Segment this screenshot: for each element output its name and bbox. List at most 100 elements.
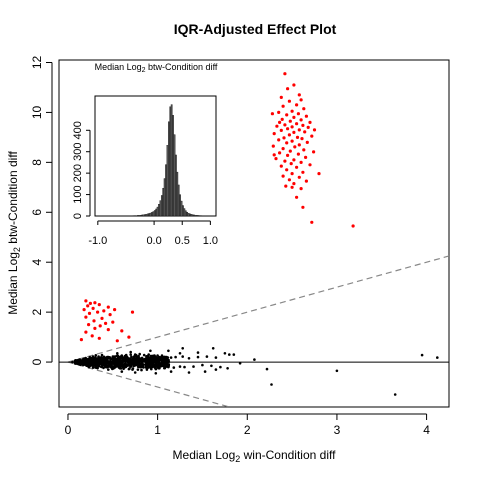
histogram-bar [165, 164, 167, 217]
histogram-bar [183, 208, 186, 217]
scatter-point-s0-62 [290, 172, 294, 176]
scatter-point-dense [154, 366, 157, 370]
scatter-point-dense [77, 359, 80, 363]
scatter-point-s2-58 [167, 349, 170, 353]
scatter-point-dense [131, 363, 134, 366]
scatter-point-s1-17 [111, 320, 115, 324]
scatter-point-dense [97, 360, 101, 363]
scatter-point-s0-59 [295, 165, 299, 169]
scatter-point-s0-79 [272, 153, 276, 157]
scatter-point-s2-70 [265, 367, 269, 371]
scatter-point-dense [124, 360, 127, 364]
scatter-point-dense [167, 358, 170, 362]
scatter-point-s0-32 [287, 133, 291, 137]
scatter-point-dense [131, 360, 134, 364]
histogram-bar [175, 154, 177, 217]
scatter-point-dense [99, 359, 103, 362]
scatter-point-s2-72 [335, 369, 339, 373]
scatter-point-s1-11 [96, 310, 100, 314]
scatter-point-dense [126, 356, 129, 359]
scatter-point-dense [91, 366, 95, 369]
inset-y-tick-label: 200 [72, 164, 84, 182]
histogram-bar [159, 200, 162, 217]
scatter-point-s0-14 [304, 114, 308, 118]
inset-x-tick-label: 0.0 [146, 235, 161, 247]
scatter-point-dense [119, 359, 123, 363]
scatter-point-s0-2 [286, 87, 290, 91]
scatter-point-s2-86 [129, 350, 132, 354]
scatter-point-s1-20 [98, 324, 102, 328]
histogram-bar [172, 115, 174, 217]
scatter-point-dense [115, 354, 118, 358]
scatter-point-s2-76 [238, 362, 242, 365]
histogram-bar [139, 214, 142, 217]
scatter-point-dense [102, 360, 106, 364]
scatter-point-s0-38 [290, 139, 294, 143]
histogram-bar [153, 210, 156, 217]
scatter-point-s1-15 [100, 316, 104, 320]
reference-lines [59, 255, 450, 408]
histogram-bar [163, 178, 166, 217]
histogram-bar [187, 213, 190, 217]
scatter-point-s0-22 [301, 123, 305, 127]
scatter-point-s0-3 [297, 93, 301, 97]
scatter-point-s2-53 [205, 355, 209, 358]
scatter-point-s1-1 [88, 301, 92, 305]
histogram-bar [166, 145, 169, 217]
x-tick-label: 0 [65, 423, 72, 437]
scatter-point-s2-48 [183, 365, 186, 369]
scatter-point-s0-26 [286, 127, 290, 131]
scatter-point-s2-25 [129, 353, 132, 356]
scatter-point-dense [152, 365, 155, 368]
scatter-point-dense [131, 367, 135, 370]
scatter-point-s0-71 [295, 195, 299, 199]
scatter-point-s0-76 [278, 120, 282, 124]
y-tick-label: 12 [30, 56, 44, 70]
scatter-point-dense [94, 354, 98, 357]
scatter-point-dense [135, 356, 138, 360]
scatter-point-s0-74 [351, 224, 355, 228]
scatter-point-dense [154, 359, 157, 363]
histogram-bar [186, 211, 189, 217]
scatter-point-dense [128, 367, 131, 370]
histogram-bar [176, 171, 179, 217]
scatter-point-dense [128, 357, 131, 361]
scatter-point-s0-16 [280, 117, 284, 121]
dashed-reference-line-1 [67, 361, 230, 408]
scatter-point-s0-23 [275, 124, 279, 128]
scatter-point-s2-83 [107, 368, 110, 371]
scatter-point-dense [130, 355, 133, 359]
scatter-point-s2-59 [196, 351, 200, 354]
histogram-bar [142, 214, 145, 217]
scatter-point-dense [113, 361, 116, 364]
scatter-point-dense [147, 366, 151, 369]
scatter-point-dense [109, 358, 112, 362]
x-tick-label: 1 [154, 423, 161, 437]
scatter-point-dense [110, 362, 114, 365]
scatter-point-s1-2 [93, 301, 97, 305]
scatter-point-s1-25 [79, 338, 83, 342]
scatter-point-dense [149, 354, 153, 358]
histogram-bar [169, 106, 172, 217]
scatter-point-s0-68 [292, 182, 296, 186]
x-tick-label: 3 [334, 423, 341, 437]
scatter-point-dense [104, 365, 107, 369]
scatter-point-dense [94, 365, 98, 369]
scatter-point-s1-19 [87, 323, 91, 327]
scatter-point-dense [144, 363, 148, 367]
histogram-bar [196, 215, 198, 217]
scatter-point-s2-78 [149, 349, 152, 353]
scatter-point-s0-40 [285, 141, 289, 145]
scatter-point-dense [128, 361, 132, 365]
histogram-bar [170, 104, 173, 217]
scatter-point-s0-21 [283, 123, 287, 127]
scatter-point-dense [90, 358, 94, 361]
scatter-point-s2-31 [142, 353, 146, 357]
chart-title: IQR-Adjusted Effect Plot [174, 21, 337, 37]
scatter-point-s0-53 [292, 158, 296, 162]
scatter-point-s0-51 [304, 155, 308, 159]
scatter-point-s1-26 [97, 336, 101, 340]
scatter-point-s0-20 [295, 122, 299, 126]
histogram-bars [128, 104, 211, 217]
